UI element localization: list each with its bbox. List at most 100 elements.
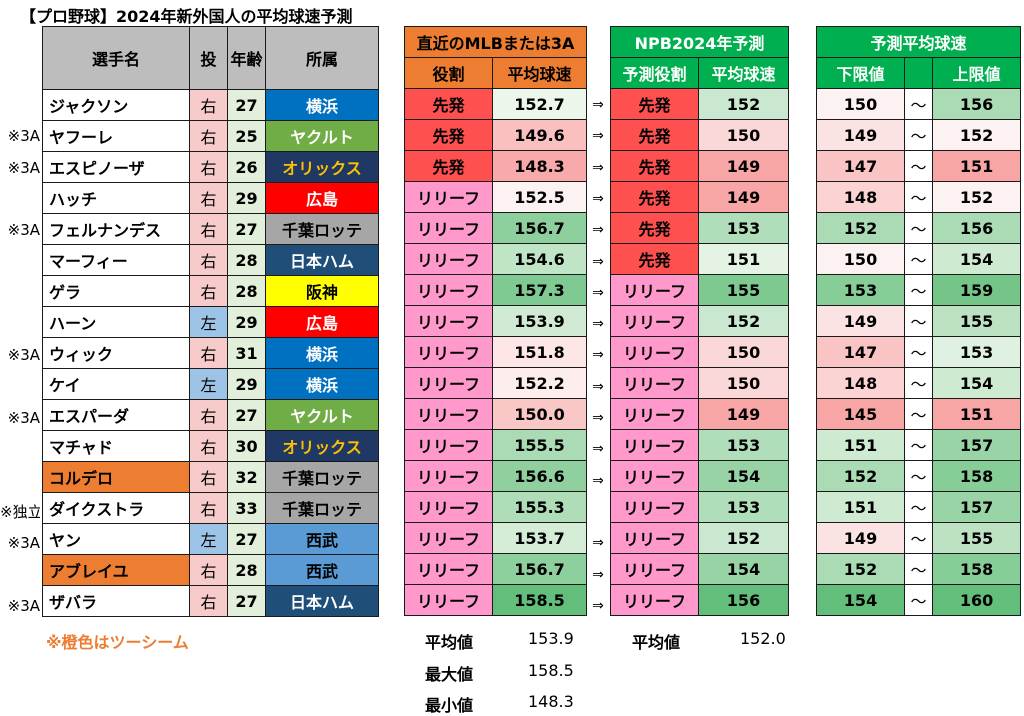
player-age: 27 — [227, 213, 266, 245]
mlb-role-header: 役割 — [404, 57, 493, 89]
npb-role: 先発 — [610, 150, 699, 182]
table-row: 147 〜 153 — [816, 336, 1022, 368]
mlb-speed: 156.7 — [492, 212, 587, 244]
table-row: 154 〜 160 — [816, 584, 1022, 616]
table-row: リリーフ 152 — [610, 305, 790, 337]
mlb-max-label: 最大値 — [425, 665, 474, 684]
player-name: ゲラ — [42, 275, 190, 307]
range-low: 149 — [816, 119, 905, 151]
npb-speed: 149 — [697, 150, 790, 182]
team-cell: 横浜 — [265, 368, 379, 400]
range-high: 152 — [931, 181, 1022, 213]
npb-role: 先発 — [610, 119, 699, 151]
table-row: リリーフ 150.0 — [404, 398, 587, 430]
team-cell: ヤクルト — [265, 399, 379, 431]
table-row: リリーフ 152.2 — [404, 367, 587, 399]
range-high: 156 — [931, 88, 1022, 120]
mlb-speed: 156.7 — [492, 553, 587, 585]
range-tilde: 〜 — [904, 522, 933, 554]
npb-speed: 152 — [697, 305, 790, 337]
two-seam-legend: ※橙色はツーシーム — [46, 633, 189, 652]
npb-role: リリーフ — [610, 522, 699, 554]
table-row: ウィック右 31 横浜 — [42, 337, 379, 369]
throw-hand: 右 — [189, 213, 228, 245]
row-note: ※3A — [7, 346, 40, 365]
range-high: 155 — [931, 305, 1022, 337]
npb-speed: 156 — [697, 584, 790, 616]
mlb-speed: 153.7 — [492, 522, 587, 554]
table-row: リリーフ 152 — [610, 522, 790, 554]
npb-avg-label: 平均値 — [632, 633, 681, 652]
range-high: 157 — [931, 491, 1022, 523]
player-age: 27 — [227, 89, 266, 121]
mlb-role: リリーフ — [404, 398, 493, 430]
range-table: 予測平均球速 下限値 上限値 150 〜 156 149 〜 152 147 〜 151 148 〜… — [815, 26, 1022, 616]
team-cell: 千葉ロッテ — [265, 461, 379, 493]
mlb-role: リリーフ — [404, 367, 493, 399]
range-high: 155 — [931, 522, 1022, 554]
table-row: ハッチ右 29 広島 — [42, 182, 379, 214]
throw-hand: 右 — [189, 585, 228, 617]
player-age: 27 — [227, 523, 266, 555]
player-age: 28 — [227, 275, 266, 307]
player-age: 31 — [227, 337, 266, 369]
range-high: 157 — [931, 429, 1022, 461]
range-high: 156 — [931, 212, 1022, 244]
mlb-role: リリーフ — [404, 553, 493, 585]
range-tilde: 〜 — [904, 243, 933, 275]
team-cell: 横浜 — [265, 89, 379, 121]
row-note: ※3A — [7, 534, 40, 553]
throw-hand: 右 — [189, 275, 228, 307]
table-row: 145 〜 151 — [816, 398, 1022, 430]
range-tilde: 〜 — [904, 150, 933, 182]
mlb-role: リリーフ — [404, 584, 493, 616]
table-row: 148 〜 154 — [816, 367, 1022, 399]
table-row: 151 〜 157 — [816, 491, 1022, 523]
team-cell: 日本ハム — [265, 244, 379, 276]
range-high: 160 — [931, 584, 1022, 616]
range-tilde: 〜 — [904, 88, 933, 120]
npb-role: 先発 — [610, 181, 699, 213]
range-tilde: 〜 — [904, 181, 933, 213]
player-name: ウィック — [42, 337, 190, 369]
arrow-icon: ⇒ — [592, 128, 604, 145]
player-age: 27 — [227, 585, 266, 617]
mlb-speed: 150.0 — [492, 398, 587, 430]
mlb-speed: 152.2 — [492, 367, 587, 399]
npb-role: リリーフ — [610, 305, 699, 337]
npb-role: 先発 — [610, 243, 699, 275]
range-tilde: 〜 — [904, 119, 933, 151]
npb-role-header: 予測役割 — [610, 57, 699, 89]
table-row: リリーフ 154.6 — [404, 243, 587, 275]
mlb-speed: 151.8 — [492, 336, 587, 368]
range-high: 153 — [931, 336, 1022, 368]
mlb-speed: 153.9 — [492, 305, 587, 337]
mlb-role: リリーフ — [404, 212, 493, 244]
player-name: ハッチ — [42, 182, 190, 214]
arrow-icon: ⇒ — [592, 410, 604, 426]
table-row: コルデロ右 32 千葉ロッテ — [42, 461, 379, 493]
mlb-role: リリーフ — [404, 336, 493, 368]
table-row: リリーフ 156 — [610, 584, 790, 616]
mlb-min-value: 148.3 — [528, 692, 574, 711]
npb-speed: 150 — [697, 119, 790, 151]
range-low: 152 — [816, 212, 905, 244]
throw-hand: 右 — [189, 461, 228, 493]
npb-role: リリーフ — [610, 367, 699, 399]
range-tilde: 〜 — [904, 274, 933, 306]
mlb-speed: 148.3 — [492, 150, 587, 182]
player-name: コルデロ — [42, 461, 190, 493]
table-row: リリーフ 149 — [610, 398, 790, 430]
npb-speed: 152 — [697, 88, 790, 120]
team-cell: 阪神 — [265, 275, 379, 307]
player-age: 29 — [227, 306, 266, 338]
table-row: リリーフ 154 — [610, 460, 790, 492]
table-row: リリーフ 151.8 — [404, 336, 587, 368]
table-row: ヤフーレ右 25 ヤクルト — [42, 120, 379, 152]
table-row: マーフィー右 28 日本ハム — [42, 244, 379, 276]
header-age: 年齢 — [227, 26, 266, 90]
table-row: 先発 150 — [610, 119, 790, 151]
table-row: 149 〜 155 — [816, 522, 1022, 554]
mlb-speed: 152.5 — [492, 181, 587, 213]
npb-role: リリーフ — [610, 336, 699, 368]
